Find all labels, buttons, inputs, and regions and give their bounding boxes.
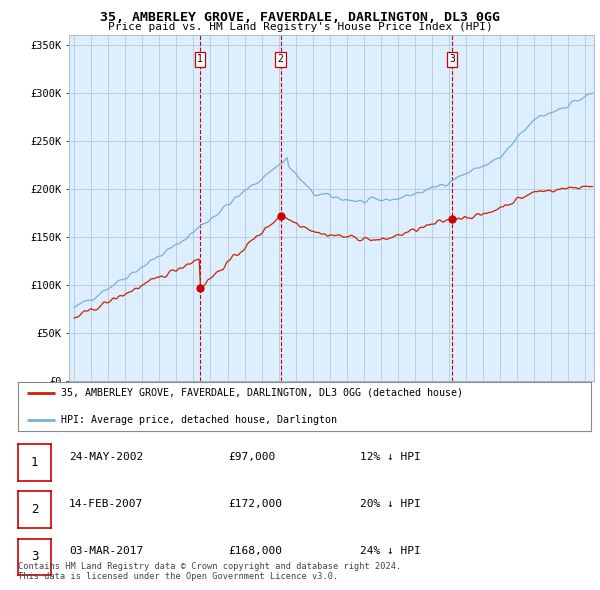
Text: 2: 2 [31,503,38,516]
Text: Price paid vs. HM Land Registry's House Price Index (HPI): Price paid vs. HM Land Registry's House … [107,22,493,32]
Text: £97,000: £97,000 [228,452,275,461]
Text: £168,000: £168,000 [228,546,282,556]
Text: 2: 2 [278,54,284,64]
Text: 14-FEB-2007: 14-FEB-2007 [69,499,143,509]
Text: 35, AMBERLEY GROVE, FAVERDALE, DARLINGTON, DL3 0GG: 35, AMBERLEY GROVE, FAVERDALE, DARLINGTO… [100,11,500,24]
Text: 3: 3 [31,550,38,563]
Text: Contains HM Land Registry data © Crown copyright and database right 2024.
This d: Contains HM Land Registry data © Crown c… [18,562,401,581]
Text: 1: 1 [197,54,203,64]
Text: 20% ↓ HPI: 20% ↓ HPI [360,499,421,509]
Text: 35, AMBERLEY GROVE, FAVERDALE, DARLINGTON, DL3 0GG (detached house): 35, AMBERLEY GROVE, FAVERDALE, DARLINGTO… [61,388,463,398]
Text: 24-MAY-2002: 24-MAY-2002 [69,452,143,461]
Text: 3: 3 [449,54,455,64]
Text: 1: 1 [31,456,38,469]
Text: 24% ↓ HPI: 24% ↓ HPI [360,546,421,556]
Text: £172,000: £172,000 [228,499,282,509]
Text: 12% ↓ HPI: 12% ↓ HPI [360,452,421,461]
Text: HPI: Average price, detached house, Darlington: HPI: Average price, detached house, Darl… [61,415,337,425]
Text: 03-MAR-2017: 03-MAR-2017 [69,546,143,556]
